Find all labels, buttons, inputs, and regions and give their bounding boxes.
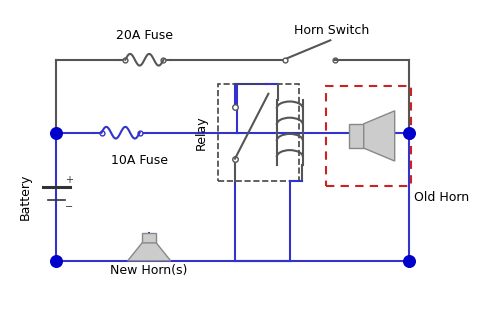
Text: +: + bbox=[65, 175, 73, 185]
Point bbox=[405, 130, 413, 135]
Text: 20A Fuse: 20A Fuse bbox=[116, 29, 173, 42]
Polygon shape bbox=[363, 111, 394, 161]
Text: Battery: Battery bbox=[19, 174, 32, 220]
Text: Horn Switch: Horn Switch bbox=[294, 24, 369, 37]
Text: −: − bbox=[65, 202, 73, 212]
Text: Relay: Relay bbox=[195, 115, 208, 150]
Text: Old Horn: Old Horn bbox=[414, 191, 469, 204]
Bar bbox=[349, 124, 363, 148]
Point bbox=[52, 130, 60, 135]
Bar bbox=[326, 86, 411, 186]
Text: New Horn(s): New Horn(s) bbox=[110, 264, 188, 277]
Text: 10A Fuse: 10A Fuse bbox=[111, 154, 168, 167]
Point bbox=[52, 258, 60, 263]
Point bbox=[405, 258, 413, 263]
Bar bbox=[142, 233, 156, 243]
Bar bbox=[218, 84, 299, 181]
Polygon shape bbox=[128, 243, 171, 261]
